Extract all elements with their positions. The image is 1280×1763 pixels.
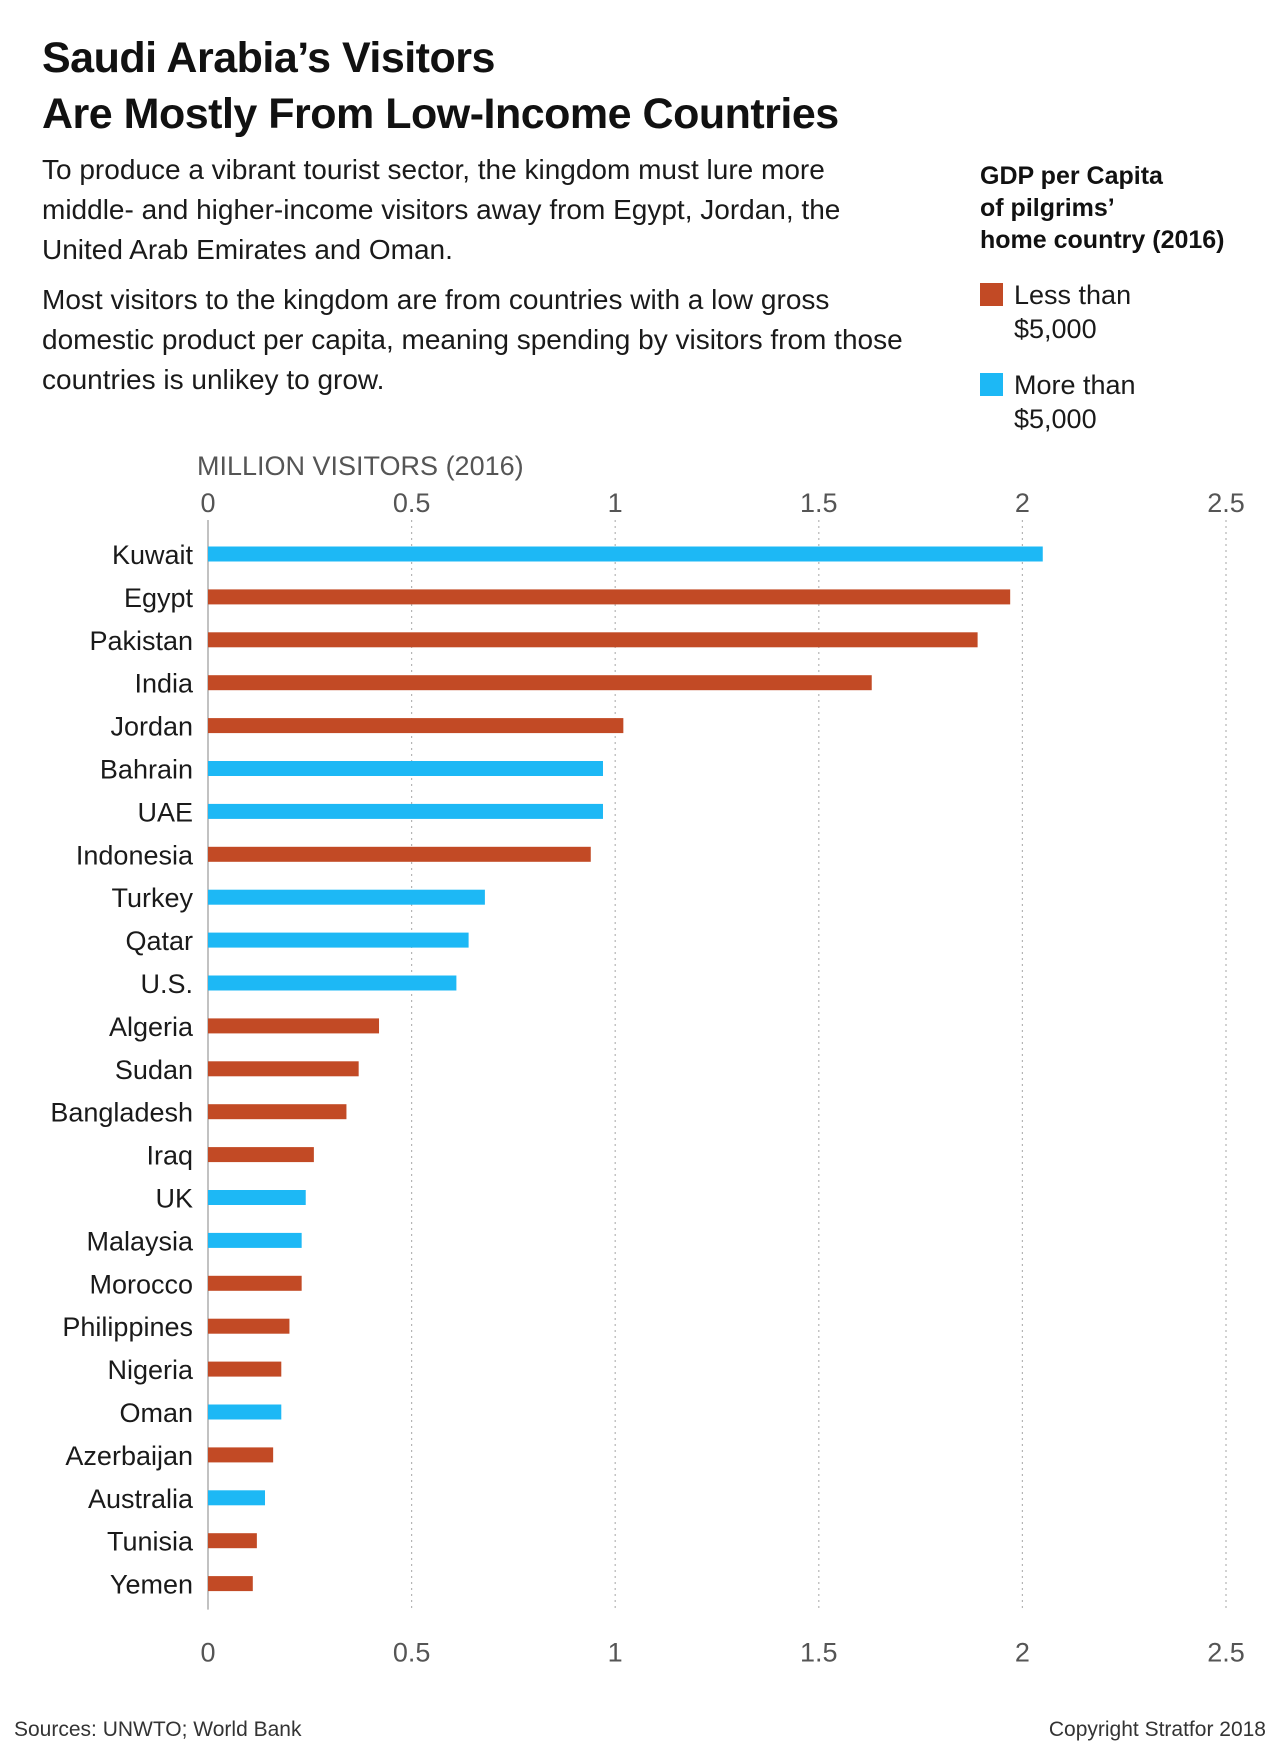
category-label-tunisia: Tunisia [107, 1527, 194, 1557]
category-label-jordan: Jordan [110, 712, 193, 742]
x-tick-bottom-0: 0 [200, 1638, 215, 1668]
category-label-malaysia: Malaysia [86, 1226, 194, 1256]
x-tick-bottom-1.5: 1.5 [800, 1638, 838, 1668]
legend-title-line-3: home country (2016) [980, 226, 1225, 254]
bar-yemen [208, 1576, 253, 1592]
legend-item-high-income: More than $5,000 [980, 368, 1270, 436]
x-tick-bottom-0.5: 0.5 [393, 1638, 431, 1668]
bar-morocco [208, 1275, 302, 1291]
category-label-philippines: Philippines [62, 1312, 193, 1342]
legend-title-line-2: of pilgrims’ [980, 194, 1115, 222]
x-axis-title-top: MILLION VISITORS (2016) [197, 451, 524, 481]
bar-u-s [208, 975, 457, 991]
legend-label-low-line-1: Less than [1014, 280, 1132, 310]
legend-swatch-low-income [980, 283, 1003, 306]
category-label-kuwait: Kuwait [112, 540, 194, 570]
bar-philippines [208, 1318, 290, 1334]
description-paragraph-1: To produce a vibrant tourist sector, the… [42, 154, 841, 265]
category-label-india: India [134, 669, 194, 699]
category-label-egypt: Egypt [124, 583, 194, 613]
x-tick-top-0: 0 [200, 488, 215, 518]
x-tick-bottom-1: 1 [608, 1638, 623, 1668]
title-line-1: Saudi Arabia’s Visitors [42, 34, 495, 82]
category-label-morocco: Morocco [89, 1269, 193, 1299]
legend: GDP per Capita of pilgrims’ home country… [980, 160, 1270, 436]
bar-sudan [208, 1061, 359, 1077]
title-line-2: Are Mostly From Low-Income Countries [42, 90, 839, 138]
bar-malaysia [208, 1232, 302, 1248]
bar-uae [208, 803, 603, 819]
chart-title: Saudi Arabia’s Visitors Are Mostly From … [42, 30, 942, 142]
category-label-uk: UK [155, 1184, 193, 1214]
bar-bahrain [208, 761, 603, 776]
category-label-turkey: Turkey [111, 883, 193, 913]
category-label-iraq: Iraq [146, 1141, 193, 1171]
category-label-qatar: Qatar [125, 926, 193, 956]
category-label-oman: Oman [119, 1398, 193, 1428]
bar-bangladesh [208, 1104, 347, 1120]
bar-algeria [208, 1018, 380, 1034]
legend-title: GDP per Capita of pilgrims’ home country… [980, 160, 1270, 256]
legend-item-low-income: Less than $5,000 [980, 278, 1270, 346]
legend-label-high-line-2: $5,000 [1014, 404, 1097, 434]
legend-label-low-line-2: $5,000 [1014, 314, 1097, 344]
category-label-uae: UAE [137, 797, 193, 827]
sources-note: Sources: UNWTO; World Bank [14, 1718, 302, 1741]
bar-australia [208, 1490, 266, 1506]
bar-azerbaijan [208, 1447, 274, 1463]
legend-title-line-1: GDP per Capita [980, 162, 1163, 190]
description-paragraph-2: Most visitors to the kingdom are from co… [42, 284, 903, 395]
bar-indonesia [208, 846, 591, 862]
x-axis-title-bottom: MILLION VISITORS (2016) [197, 1679, 524, 1680]
x-tick-bottom-2: 2 [1015, 1638, 1030, 1668]
bar-india [208, 675, 872, 691]
bar-tunisia [208, 1533, 257, 1549]
legend-label-high-line-1: More than [1014, 370, 1136, 400]
x-tick-top-2.5: 2.5 [1207, 488, 1245, 518]
bar-jordan [208, 718, 624, 734]
category-label-indonesia: Indonesia [76, 840, 194, 870]
bar-nigeria [208, 1361, 282, 1377]
category-label-u-s: U.S. [140, 969, 193, 999]
x-tick-top-0.5: 0.5 [393, 488, 431, 518]
copyright-note: Copyright Stratfor 2018 [1048, 1718, 1266, 1741]
category-label-bahrain: Bahrain [100, 755, 193, 785]
x-tick-top-2: 2 [1015, 488, 1030, 518]
bar-qatar [208, 932, 469, 948]
category-label-algeria: Algeria [109, 1012, 194, 1042]
bar-pakistan [208, 632, 978, 648]
legend-swatch-high-income [980, 373, 1003, 396]
category-label-australia: Australia [88, 1484, 194, 1514]
category-label-azerbaijan: Azerbaijan [65, 1441, 193, 1471]
bar-chart: MILLION VISITORS (2016) MILLION VISITORS … [50, 451, 1245, 1680]
x-tick-top-1: 1 [608, 488, 623, 518]
x-tick-top-1.5: 1.5 [800, 488, 838, 518]
bar-iraq [208, 1147, 314, 1163]
bar-kuwait [208, 546, 1043, 562]
bar-turkey [208, 889, 485, 905]
category-label-bangladesh: Bangladesh [50, 1098, 193, 1128]
bar-egypt [208, 589, 1011, 605]
chart-description: To produce a vibrant tourist sector, the… [42, 150, 912, 410]
category-label-pakistan: Pakistan [89, 626, 193, 656]
category-label-nigeria: Nigeria [107, 1355, 194, 1385]
category-label-yemen: Yemen [110, 1570, 193, 1600]
category-label-sudan: Sudan [115, 1055, 193, 1085]
x-tick-bottom-2.5: 2.5 [1207, 1638, 1245, 1668]
bar-uk [208, 1190, 306, 1205]
bar-oman [208, 1404, 282, 1420]
